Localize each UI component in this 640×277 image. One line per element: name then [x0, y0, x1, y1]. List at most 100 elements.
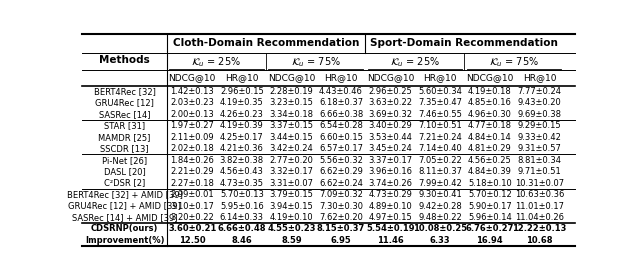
Text: 2.21±0.29: 2.21±0.29 — [170, 167, 214, 176]
Text: C²DSR [2]: C²DSR [2] — [104, 179, 145, 188]
Text: 2.11±0.09: 2.11±0.09 — [170, 133, 214, 142]
Text: 7.46±0.55: 7.46±0.55 — [419, 110, 462, 119]
Text: 3.96±0.16: 3.96±0.16 — [369, 167, 413, 176]
Text: NDCG@10: NDCG@10 — [268, 73, 315, 83]
Text: 9.71±0.51: 9.71±0.51 — [518, 167, 561, 176]
Text: DASL [20]: DASL [20] — [104, 167, 145, 176]
Text: BERT4Rec [32] + AMID [39]: BERT4Rec [32] + AMID [39] — [67, 190, 182, 199]
Text: NDCG@10: NDCG@10 — [168, 73, 216, 83]
Text: SSCDR [13]: SSCDR [13] — [100, 144, 149, 153]
Text: Sport-Domain Recommendation: Sport-Domain Recommendation — [371, 38, 558, 48]
Text: 6.76±0.27: 6.76±0.27 — [466, 224, 514, 234]
Text: 9.43±0.20: 9.43±0.20 — [518, 98, 561, 107]
Text: 4.96±0.30: 4.96±0.30 — [468, 110, 512, 119]
Text: Improvement(%): Improvement(%) — [85, 236, 164, 245]
Text: HR@10: HR@10 — [523, 73, 556, 83]
Text: 11.04±0.26: 11.04±0.26 — [515, 213, 564, 222]
Text: 3.79±0.15: 3.79±0.15 — [269, 190, 314, 199]
Text: 5.96±0.14: 5.96±0.14 — [468, 213, 512, 222]
Text: 10.31±0.07: 10.31±0.07 — [515, 179, 564, 188]
Text: 5.70±0.12: 5.70±0.12 — [468, 190, 512, 199]
Text: 6.18±0.37: 6.18±0.37 — [319, 98, 363, 107]
Text: Methods: Methods — [99, 55, 150, 65]
Text: 8.15±0.37: 8.15±0.37 — [317, 224, 365, 234]
Text: 8.46: 8.46 — [232, 236, 252, 245]
Text: 3.60±0.21: 3.60±0.21 — [168, 224, 216, 234]
Text: 3.34±0.18: 3.34±0.18 — [269, 110, 314, 119]
Text: 9.48±0.22: 9.48±0.22 — [419, 213, 462, 222]
Text: SASRec [14] + AMID [39]: SASRec [14] + AMID [39] — [72, 213, 177, 222]
Text: 3.44±0.15: 3.44±0.15 — [269, 133, 314, 142]
Text: 6.54±0.28: 6.54±0.28 — [319, 121, 363, 130]
Text: 4.77±0.18: 4.77±0.18 — [468, 121, 512, 130]
Text: 2.28±0.19: 2.28±0.19 — [269, 87, 314, 96]
Text: 9.33±0.42: 9.33±0.42 — [518, 133, 561, 142]
Text: 3.20±0.22: 3.20±0.22 — [170, 213, 214, 222]
Text: 2.00±0.13: 2.00±0.13 — [170, 110, 214, 119]
Text: 6.62±0.29: 6.62±0.29 — [319, 167, 363, 176]
Text: 6.66±0.48: 6.66±0.48 — [218, 224, 266, 234]
Text: 3.42±0.24: 3.42±0.24 — [269, 144, 314, 153]
Text: 2.03±0.23: 2.03±0.23 — [170, 98, 214, 107]
Text: HR@10: HR@10 — [324, 73, 358, 83]
Text: 3.63±0.22: 3.63±0.22 — [369, 98, 413, 107]
Text: 4.25±0.17: 4.25±0.17 — [220, 133, 264, 142]
Text: 5.70±0.13: 5.70±0.13 — [220, 190, 264, 199]
Text: MAMDR [25]: MAMDR [25] — [99, 133, 151, 142]
Text: 7.14±0.40: 7.14±0.40 — [419, 144, 462, 153]
Text: $\mathcal{K}_u$ = 75%: $\mathcal{K}_u$ = 75% — [291, 55, 340, 68]
Text: 6.60±0.15: 6.60±0.15 — [319, 133, 363, 142]
Text: 10.08±0.25: 10.08±0.25 — [413, 224, 467, 234]
Text: GRU4Rec [12] + AMID [39]: GRU4Rec [12] + AMID [39] — [68, 201, 181, 211]
Text: 10.63±0.36: 10.63±0.36 — [515, 190, 564, 199]
Text: 3.37±0.15: 3.37±0.15 — [269, 121, 314, 130]
Text: 3.40±0.29: 3.40±0.29 — [369, 121, 413, 130]
Text: 4.19±0.39: 4.19±0.39 — [220, 121, 264, 130]
Text: HR@10: HR@10 — [225, 73, 259, 83]
Text: Pi-Net [26]: Pi-Net [26] — [102, 156, 147, 165]
Text: 4.84±0.39: 4.84±0.39 — [468, 167, 512, 176]
Text: HR@10: HR@10 — [424, 73, 457, 83]
Text: 4.56±0.43: 4.56±0.43 — [220, 167, 264, 176]
Text: 9.29±0.15: 9.29±0.15 — [518, 121, 561, 130]
Text: 3.37±0.17: 3.37±0.17 — [369, 156, 413, 165]
Text: 5.18±0.10: 5.18±0.10 — [468, 179, 512, 188]
Text: 4.85±0.16: 4.85±0.16 — [468, 98, 512, 107]
Text: 3.10±0.17: 3.10±0.17 — [170, 201, 214, 211]
Text: 7.21±0.24: 7.21±0.24 — [419, 133, 462, 142]
Text: 5.54±0.19: 5.54±0.19 — [366, 224, 415, 234]
Text: $\mathcal{K}_u$ = 75%: $\mathcal{K}_u$ = 75% — [489, 55, 539, 68]
Text: 4.19±0.18: 4.19±0.18 — [468, 87, 512, 96]
Text: 4.26±0.23: 4.26±0.23 — [220, 110, 264, 119]
Text: 4.73±0.29: 4.73±0.29 — [369, 190, 413, 199]
Text: 7.10±0.51: 7.10±0.51 — [419, 121, 462, 130]
Text: 3.32±0.17: 3.32±0.17 — [269, 167, 314, 176]
Text: 6.66±0.38: 6.66±0.38 — [319, 110, 363, 119]
Text: $\mathcal{K}_u$ = 25%: $\mathcal{K}_u$ = 25% — [390, 55, 440, 68]
Text: 7.30±0.30: 7.30±0.30 — [319, 201, 363, 211]
Text: 4.97±0.15: 4.97±0.15 — [369, 213, 413, 222]
Text: 4.21±0.36: 4.21±0.36 — [220, 144, 264, 153]
Text: 6.62±0.24: 6.62±0.24 — [319, 179, 363, 188]
Text: 3.82±0.38: 3.82±0.38 — [220, 156, 264, 165]
Text: 4.56±0.25: 4.56±0.25 — [468, 156, 512, 165]
Text: 8.11±0.37: 8.11±0.37 — [418, 167, 462, 176]
Text: 7.05±0.22: 7.05±0.22 — [419, 156, 462, 165]
Text: 1.42±0.13: 1.42±0.13 — [170, 87, 214, 96]
Text: 4.73±0.35: 4.73±0.35 — [220, 179, 264, 188]
Text: 7.62±0.20: 7.62±0.20 — [319, 213, 363, 222]
Text: 4.19±0.35: 4.19±0.35 — [220, 98, 264, 107]
Text: 6.14±0.33: 6.14±0.33 — [220, 213, 264, 222]
Text: 6.33: 6.33 — [430, 236, 451, 245]
Text: $\mathcal{K}_u$ = 25%: $\mathcal{K}_u$ = 25% — [191, 55, 241, 68]
Text: 2.99±0.01: 2.99±0.01 — [170, 190, 214, 199]
Text: 12.50: 12.50 — [179, 236, 205, 245]
Text: 4.43±0.46: 4.43±0.46 — [319, 87, 363, 96]
Text: 6.57±0.17: 6.57±0.17 — [319, 144, 363, 153]
Text: 12.22±0.13: 12.22±0.13 — [512, 224, 566, 234]
Text: 5.95±0.16: 5.95±0.16 — [220, 201, 264, 211]
Text: NDCG@10: NDCG@10 — [466, 73, 513, 83]
Text: 1.84±0.26: 1.84±0.26 — [170, 156, 214, 165]
Text: Cloth-Domain Recommendation: Cloth-Domain Recommendation — [173, 38, 359, 48]
Text: 1.97±0.27: 1.97±0.27 — [170, 121, 214, 130]
